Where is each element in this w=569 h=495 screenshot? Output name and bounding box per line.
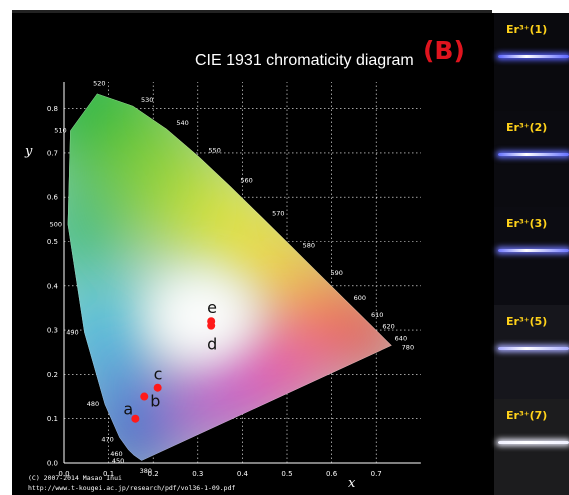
emission-line	[498, 441, 569, 444]
wavelength-label: 490	[66, 328, 78, 336]
x-tick-label: 0.5	[281, 470, 292, 478]
data-point-label: e	[207, 298, 217, 317]
sample-panel-1: Er³⁺(1)	[494, 13, 569, 111]
wavelength-label: 610	[371, 311, 383, 319]
wavelength-label: 780	[402, 343, 414, 351]
source-url: http://www.t-kougei.ac.jp/research/pdf/v…	[28, 484, 235, 492]
gamut-fill	[67, 93, 392, 461]
gamut-color-blob	[67, 187, 127, 278]
tick-labels: 0.0 0.1 0.2 0.3 0.4 0.5 0.6 0.7 0.0 0.1 0.2 0.3 0.4 0…	[47, 105, 382, 478]
wavelength-label: 570	[272, 209, 284, 217]
y-tick-label: 0.8	[47, 105, 58, 113]
data-point-label: a	[123, 400, 133, 419]
wavelength-label: 510	[54, 127, 66, 135]
spectral-locus-outline	[67, 93, 392, 461]
data-point-label: b	[150, 392, 160, 411]
sample-panel-3: Er³⁺(3)	[494, 207, 569, 305]
chart-title: CIE 1931 chromaticity diagram	[195, 52, 414, 69]
y-tick-label: 0.6	[47, 194, 59, 202]
white-point-glow	[147, 268, 258, 365]
wavelength-label: 550	[209, 146, 221, 154]
wavelength-label: 530	[141, 96, 153, 104]
sample-panel-5: Er³⁺(5)	[494, 305, 569, 399]
panel-label: (B)	[423, 36, 465, 65]
emission-line	[498, 55, 569, 58]
emission-line	[498, 347, 569, 350]
y-tick-label: 0.5	[47, 238, 58, 246]
y-tick-label: 0.4	[47, 282, 59, 290]
x-tick-label: 0.2	[148, 470, 159, 478]
sample-panel-7: Er³⁺(7)	[494, 399, 569, 495]
wavelength-label: 520	[93, 80, 105, 88]
chart-svg: 0.0 0.1 0.2 0.3 0.4 0.5 0.6 0.7 0.0 0.1 0.2 0.3 0.4 0…	[24, 36, 465, 492]
sample-photo-strip: Er³⁺(1) Er³⁺(2) Er³⁺(3) Er³⁺(5) Er³⁺(7)	[494, 13, 569, 495]
wavelength-label: 540	[176, 119, 188, 127]
wavelength-label: 560	[240, 176, 252, 184]
wavelength-label: 590	[331, 269, 343, 277]
x-axis-label: x	[348, 476, 356, 491]
wavelength-label: 620	[382, 322, 394, 330]
chromaticity-chart: 0.0 0.1 0.2 0.3 0.4 0.5 0.6 0.7 0.0 0.1 0.2 0.3 0.4 0…	[12, 13, 494, 495]
axes	[63, 82, 421, 464]
wavelength-label: 600	[354, 294, 366, 302]
wavelength-label: 460	[110, 450, 122, 458]
x-tick-label: 0.6	[326, 470, 338, 478]
emission-line	[498, 153, 569, 156]
x-tick-label: 0.1	[103, 470, 114, 478]
data-point-e	[207, 317, 216, 326]
top-rule	[12, 10, 492, 13]
y-tick-label: 0.2	[47, 371, 58, 379]
wavelength-label: 580	[303, 241, 315, 249]
copyright-line: (C) 2007-2014 Masao Inui	[28, 474, 122, 482]
data-point-label: d	[207, 335, 217, 354]
wavelength-label: 500	[50, 220, 62, 228]
y-tick-label: 0.3	[47, 327, 58, 335]
x-tick-label: 0.3	[192, 470, 203, 478]
y-tick-label: 0.1	[47, 415, 58, 423]
wavelength-label: 640	[395, 335, 407, 343]
wavelength-label: 480	[87, 400, 99, 408]
sample-label: Er³⁺(3)	[506, 217, 548, 230]
y-axis-label: y	[24, 144, 33, 159]
y-tick-label: 0.7	[47, 149, 58, 157]
sample-label: Er³⁺(7)	[506, 409, 548, 422]
x-tick-label: 0.7	[371, 470, 382, 478]
data-point-b	[140, 392, 149, 401]
y-tick-label: 0.0	[47, 460, 58, 468]
sample-panel-2: Er³⁺(2)	[494, 111, 569, 207]
wavelength-label: 380	[140, 467, 152, 475]
data-points: a bc de	[123, 298, 217, 423]
x-tick-label: 0.0	[58, 470, 69, 478]
wavelength-label: 450	[112, 457, 124, 465]
sample-label: Er³⁺(2)	[506, 121, 548, 134]
data-point-a	[131, 414, 140, 423]
gamut-color-blob	[174, 350, 267, 443]
data-point-label: c	[154, 365, 163, 384]
sample-label: Er³⁺(5)	[506, 315, 548, 328]
emission-line	[498, 249, 569, 252]
gamut-color-blob	[79, 345, 156, 422]
x-tick-label: 0.4	[237, 470, 249, 478]
sample-label: Er³⁺(1)	[506, 23, 548, 36]
data-point-c	[153, 383, 162, 392]
wavelength-label: 470	[101, 435, 113, 443]
